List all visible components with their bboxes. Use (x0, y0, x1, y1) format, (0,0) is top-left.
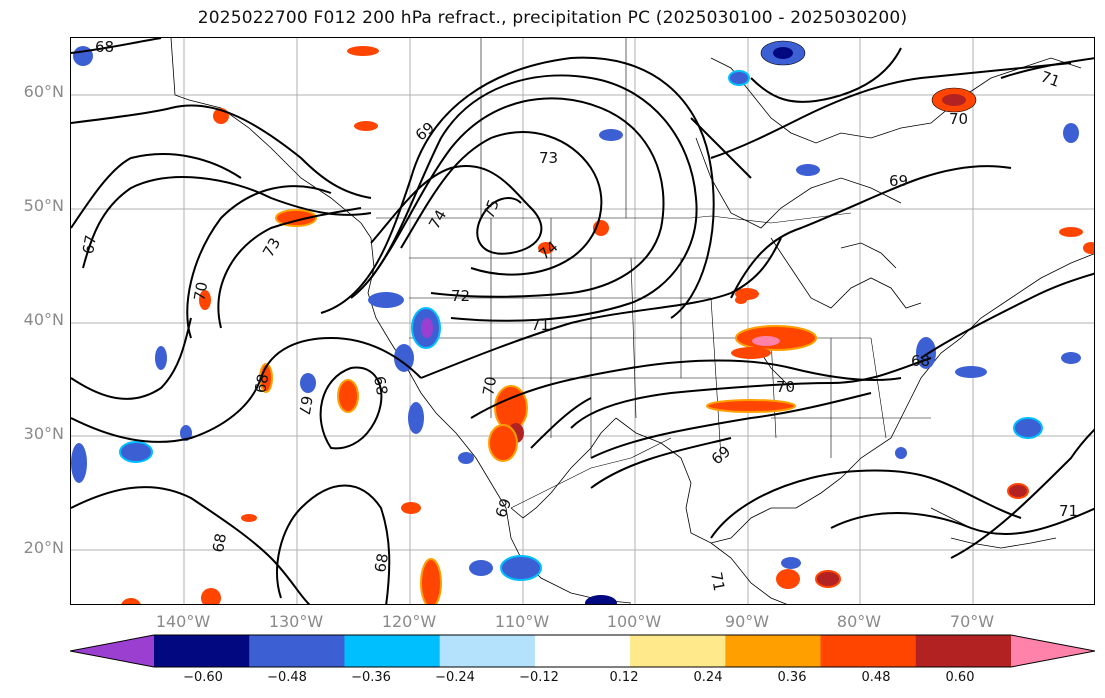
precip-shading (121, 46, 1094, 604)
colorbar-tick: 0.60 (945, 670, 975, 685)
contour-label: 75 (479, 197, 502, 221)
contour-label: 73 (259, 235, 284, 261)
refractivity-contours (71, 38, 1094, 604)
contour-label: 68 (370, 375, 391, 397)
colorbar-segment (439, 635, 536, 667)
contour-label: 68 (911, 352, 930, 370)
negative-precip-shading (71, 40, 1081, 604)
contour-label: 70 (776, 378, 795, 396)
contour-label: 69 (889, 172, 908, 190)
contour-label: 70 (479, 375, 500, 397)
lon-label-80w: 80°W (836, 612, 882, 631)
colorbar-tick: −0.60 (183, 670, 223, 685)
lat-label-20n: 20°N (23, 538, 64, 557)
colorbar-tick: −0.48 (267, 670, 307, 685)
lat-label-40n: 40°N (23, 310, 64, 329)
colorbar-segment (534, 635, 631, 667)
lon-label-120w: 120°W (381, 612, 437, 631)
map-canvas: 68 67 70 73 69 73 74 75 74 72 71 68 67 6… (71, 38, 1094, 604)
colorbar-segment (630, 635, 726, 667)
contour-label: 71 (531, 316, 550, 334)
map-title: 2025022700 F012 200 hPa refract., precip… (197, 8, 908, 28)
contour-label: 74 (425, 207, 450, 233)
colorbar-segment (249, 635, 345, 667)
colorbar-segment (725, 635, 822, 667)
lon-label-90w: 90°W (724, 612, 770, 631)
lon-label-100w: 100°W (606, 612, 662, 631)
lat-label-50n: 50°N (23, 196, 64, 215)
contour-label: 71 (1059, 502, 1078, 520)
lon-label-130w: 130°W (268, 612, 324, 631)
lat-label-60n: 60°N (23, 82, 64, 101)
colorbar-segments (70, 634, 1095, 668)
contour-label: 69 (412, 118, 438, 144)
contour-label: 69 (492, 496, 515, 520)
contour-label: 74 (535, 237, 561, 263)
contour-label: 67 (295, 394, 316, 416)
contour-label: 68 (209, 532, 230, 554)
colorbar-segment (70, 635, 154, 667)
contour-label: 73 (539, 149, 558, 167)
contour-label: 69 (708, 442, 734, 468)
colorbar-tick: −0.24 (435, 670, 475, 685)
lon-label-110w: 110°W (494, 612, 550, 631)
contour-label: 68 (371, 552, 392, 574)
contour-label: 72 (451, 287, 470, 305)
colorbar-segment (344, 635, 441, 667)
map-panel: 68 67 70 73 69 73 74 75 74 72 71 68 67 6… (70, 37, 1095, 605)
lat-label-30n: 30°N (23, 424, 64, 443)
contour-label: 68 (95, 38, 114, 56)
colorbar-tick: 0.12 (609, 670, 639, 685)
contour-label: 71 (707, 571, 728, 593)
graticule (71, 38, 1094, 604)
colorbar (70, 634, 1095, 668)
lon-label-140w: 140°W (155, 612, 211, 631)
colorbar-segment (154, 635, 250, 667)
lon-label-70w: 70°W (949, 612, 995, 631)
colorbar-tick: −0.12 (519, 670, 559, 685)
colorbar-tick: 0.24 (693, 670, 723, 685)
colorbar-tick: −0.36 (351, 670, 391, 685)
contour-label: 68 (251, 373, 272, 395)
colorbar-segment (820, 635, 917, 667)
colorbar-segment (915, 635, 1012, 667)
colorbar-tick: 0.48 (861, 670, 891, 685)
contour-label: 70 (190, 280, 211, 302)
colorbar-outline (70, 634, 1095, 668)
contour-label: 71 (1038, 67, 1062, 90)
colorbar-segment (1011, 635, 1095, 667)
colorbar-tick: 0.36 (777, 670, 807, 685)
contour-label: 67 (79, 234, 100, 256)
contour-label: 70 (949, 110, 968, 128)
